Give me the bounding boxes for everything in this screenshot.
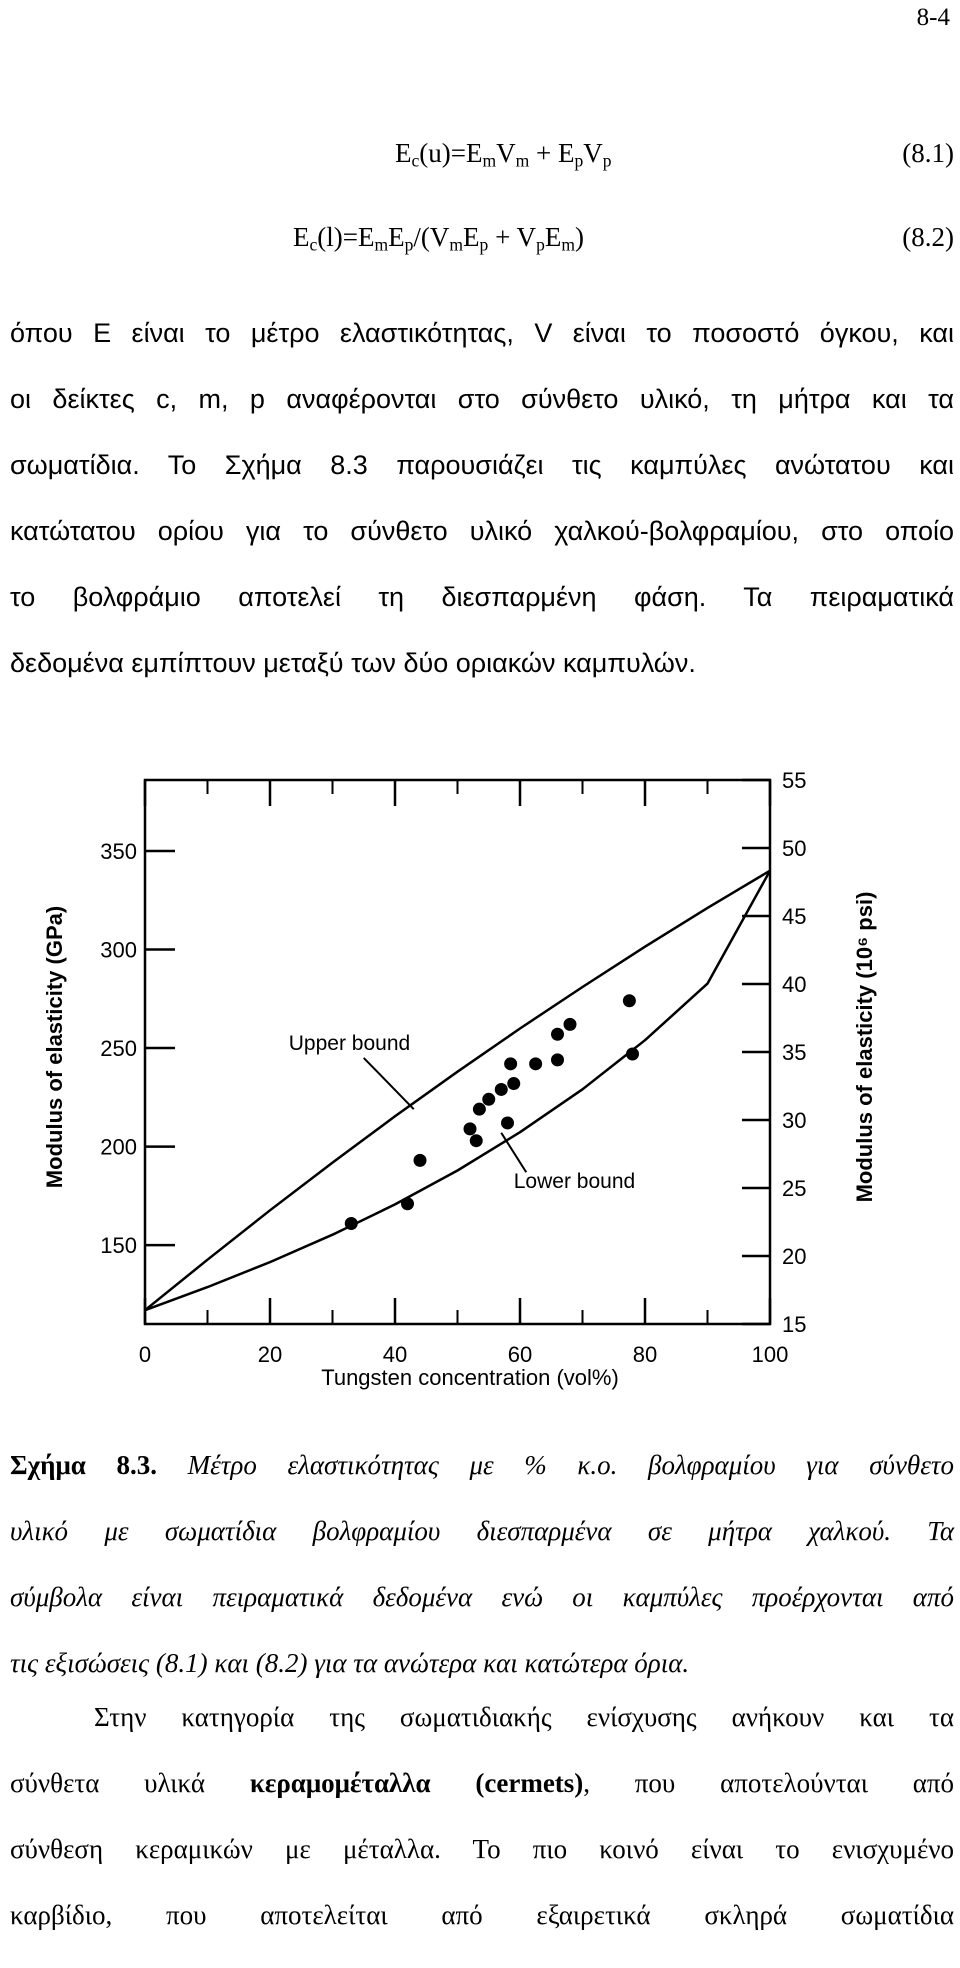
data-point [413,1153,427,1167]
data-point [463,1122,477,1136]
x-axis-label: Tungsten concentration (vol%) [321,1365,619,1390]
paragraph-cermets: Στην κατηγορία της σωματιδιακής ενίσχυση… [10,1684,954,1948]
data-point [507,1077,521,1091]
data-point [401,1197,414,1211]
y-right-tick-label: 20 [782,1244,806,1269]
y-right-tick-label: 30 [782,1108,806,1133]
y-left-tick-label: 300 [100,938,137,963]
y-right-tick-label: 50 [782,836,806,861]
page-number: 8-4 [916,4,950,31]
paragraph-line: οι δείκτες c, m, p αναφέρονται στο σύνθε… [10,384,954,414]
data-point [529,1057,543,1071]
data-point [551,1053,564,1067]
data-point [501,1116,514,1130]
paragraph-line: όπου E είναι το μέτρο ελαστικότητας, V ε… [10,318,954,348]
upper-bound-label: Upper bound [289,1032,410,1055]
lower-bound-leader [500,1132,528,1173]
caption-line: σύμβολα είναι πειραματικά δεδομένα ενώ ο… [10,1582,954,1612]
y-right-tick-label: 40 [782,972,806,997]
caption-label: Σχήμα 8.3. [10,1450,157,1480]
paragraph-line: σύνθετα υλικά κεραμομέταλλα (cermets), π… [10,1768,954,1798]
paragraph-line: καρβίδιο, που αποτελείται από εξαιρετικά… [10,1900,954,1930]
paragraph-line: κατώτατου ορίου για το σύνθετο υλικό χαλ… [10,516,954,546]
paragraph-line: σύνθεση κεραμικών με μέταλλα. Το πιο κοι… [10,1834,954,1864]
data-point [469,1134,483,1148]
x-ticks: 0 20 40 60 80 100 [139,780,788,1367]
paragraph-line: δεδομένα εμπίπτουν μεταξύ των δύο οριακώ… [10,648,696,678]
x-tick-label: 60 [508,1342,532,1367]
paragraph-line: Στην κατηγορία της σωματιδιακής ενίσχυση… [94,1702,954,1732]
y-right-tick-label: 35 [782,1040,806,1065]
y-axis-label-left: Modulus of elasticity (GPa) [42,906,67,1188]
y-right-tick-label: 25 [782,1176,806,1201]
data-point [551,1027,564,1041]
data-point [622,994,636,1008]
x-tick-label: 0 [139,1342,151,1367]
equation-8-2: Ec(l)=EmEp/(VmEp + VpEm) [293,222,584,255]
data-point [504,1057,518,1071]
lower-bound-label: Lower bound [514,1170,635,1193]
y-right-tick-label: 55 [782,768,806,793]
data-point [626,1047,639,1061]
y-ticks-right: 15 20 25 30 35 40 45 50 55 [742,768,806,1337]
equation-8-1: Ec(u)=EmVm + EpVp [395,138,612,171]
y-left-tick-label: 350 [100,839,137,864]
data-point [344,1216,358,1230]
figure-caption: Σχήμα 8.3. Μέτρο ελαστικότητας με % κ.ο.… [10,1432,954,1696]
upper-bound-curve [144,869,771,1312]
data-point [563,1017,577,1031]
y-right-tick-label: 45 [782,904,806,929]
y-axis-label-right: Modulus of elasticity (10⁶ psi) [852,892,877,1203]
bound-curves [144,869,772,1312]
caption-line: Σχήμα 8.3. Μέτρο ελαστικότητας με % κ.ο.… [10,1450,954,1480]
y-left-tick-label: 200 [100,1135,137,1160]
y-left-tick-label: 250 [100,1036,137,1061]
caption-line: υλικό με σωματίδια βολφραμίου διεσπαρμέν… [10,1516,954,1546]
upper-bound-leader [363,1057,415,1110]
data-point [494,1082,508,1096]
equation-number-8-2: (8.2) [902,222,954,252]
lower-bound-curve [144,870,772,1312]
data-point [482,1092,496,1106]
modulus-chart: 0 20 40 60 80 100 150 200 250 300 350 15 20 25 30 35 4… [42,768,877,1390]
y-ticks-left: 150 200 250 300 350 [100,839,175,1258]
equation-number-8-1: (8.1) [902,138,954,168]
plot-frame [143,778,772,1326]
paragraph-line: σωματίδια. Το Σχήμα 8.3 παρουσιάζει τις … [10,450,954,480]
x-tick-label: 20 [258,1342,282,1367]
curve-annotations: Upper bound Lower bound [289,1032,635,1193]
x-tick-label: 80 [633,1342,657,1367]
y-left-tick-label: 150 [100,1233,137,1258]
x-tick-label: 40 [383,1342,407,1367]
x-tick-label: 100 [752,1342,789,1367]
caption-line: τις εξισώσεις (8.1) και (8.2) για τα ανώ… [10,1648,690,1678]
y-right-tick-label: 15 [782,1312,806,1337]
paragraph-line: το βολφράμιο αποτελεί τη διεσπαρμένη φάσ… [10,582,954,612]
data-points [344,994,639,1230]
data-point [472,1102,486,1116]
paragraph-intro: όπου E είναι το μέτρο ελαστικότητας, V ε… [10,300,954,696]
